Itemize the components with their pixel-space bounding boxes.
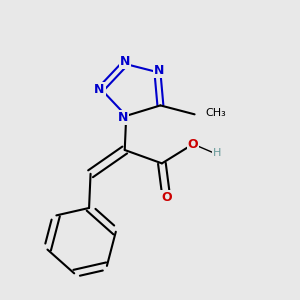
Text: O: O (188, 138, 198, 151)
Text: CH₃: CH₃ (205, 108, 226, 118)
Text: H: H (213, 148, 221, 158)
Text: N: N (154, 64, 164, 77)
Text: N: N (119, 55, 130, 68)
Text: N: N (94, 82, 105, 96)
Text: O: O (161, 191, 172, 204)
Text: N: N (118, 111, 128, 124)
